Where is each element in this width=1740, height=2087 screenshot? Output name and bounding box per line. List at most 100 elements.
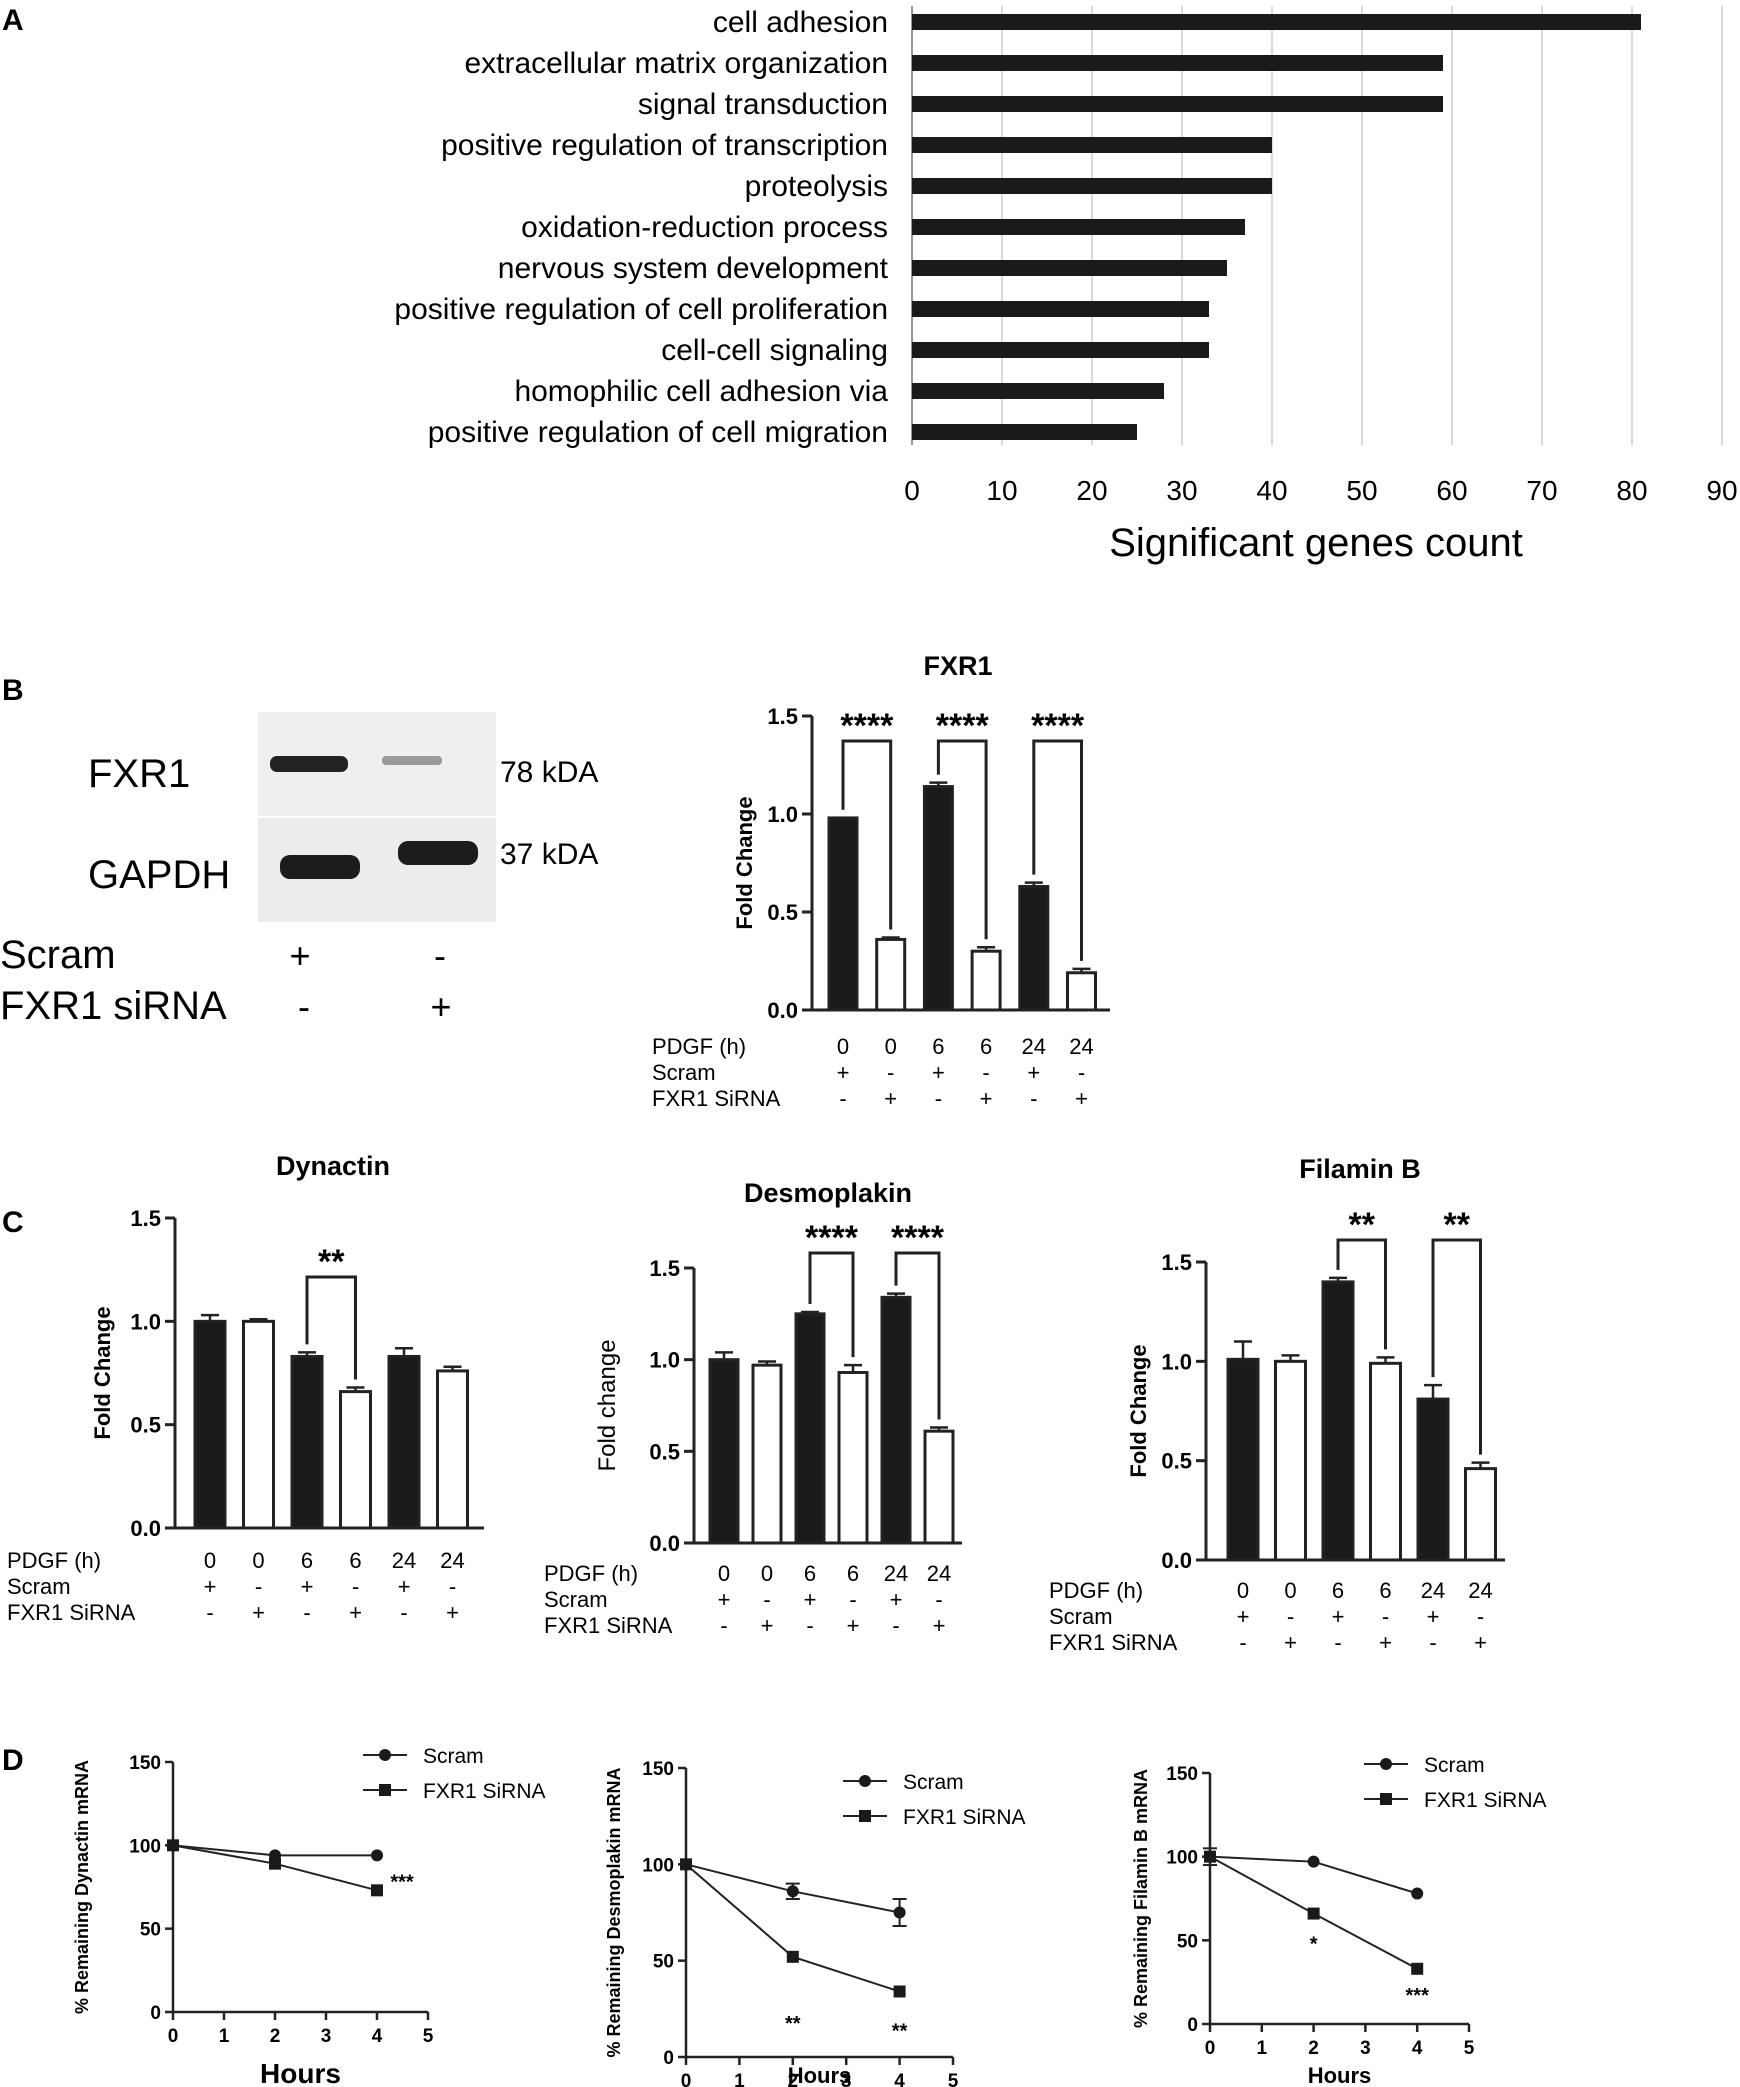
condition-value: + xyxy=(1379,1630,1392,1655)
blot-lane2-sirna: + xyxy=(430,986,451,1027)
y-tick-label: 0 xyxy=(150,2003,161,2024)
condition-value: - xyxy=(1477,1604,1484,1629)
condition-value: 24 xyxy=(1069,1034,1093,1059)
y-tick-label: 1.0 xyxy=(130,1309,161,1334)
y-axis-title: % Remaining Desmoplakin mRNA xyxy=(604,1767,624,2057)
condition-value: 24 xyxy=(1421,1578,1445,1603)
y-axis-title: Fold Change xyxy=(1126,1344,1151,1477)
x-tick-label: 5 xyxy=(1464,2038,1475,2059)
significance-bracket xyxy=(305,1275,357,1380)
bar xyxy=(912,383,1164,399)
x-axis-title: Significant genes count xyxy=(1109,521,1523,565)
y-axis-title: % Remaining Filamin B mRNA xyxy=(1131,1769,1151,2028)
y-tick-label: 0.0 xyxy=(130,1516,161,1541)
condition-value: 6 xyxy=(349,1548,361,1573)
significance-label: *** xyxy=(390,1871,414,1893)
x-axis-title: Hours xyxy=(788,2063,852,2087)
condition-row-label: FXR1 SiRNA xyxy=(7,1600,136,1625)
bar xyxy=(339,1390,372,1530)
bar xyxy=(1321,1280,1355,1562)
data-point xyxy=(1411,1962,1424,1975)
y-tick-label: 0 xyxy=(1187,2015,1198,2036)
condition-value: + xyxy=(884,1086,897,1111)
y-tick-label: 0.0 xyxy=(767,998,798,1023)
condition-value: + xyxy=(1427,1604,1440,1629)
condition-value: 0 xyxy=(1237,1578,1249,1603)
x-tick-label: 20 xyxy=(1076,475,1107,506)
data-point xyxy=(786,1950,799,1963)
y-tick-label: 50 xyxy=(140,1920,161,1941)
condition-value: 24 xyxy=(884,1561,908,1586)
y-axis-title: Fold Change xyxy=(90,1306,115,1439)
panel-label-d: D xyxy=(2,1744,24,1777)
bar xyxy=(970,949,1002,1012)
y-axis-title: Fold Change xyxy=(732,796,757,929)
y-tick-label: 150 xyxy=(129,1753,161,1774)
bar xyxy=(912,14,1641,30)
data-point xyxy=(1411,1887,1424,1900)
condition-value: 6 xyxy=(847,1561,859,1586)
category-label: nervous system development xyxy=(498,252,889,285)
x-tick-label: 3 xyxy=(321,2026,332,2047)
condition-value: 0 xyxy=(1284,1578,1296,1603)
x-tick-label: 40 xyxy=(1256,475,1287,506)
legend-marker xyxy=(859,1810,871,1822)
chart-title: Dynactin xyxy=(276,1151,390,1181)
significance-label: **** xyxy=(891,1219,945,1257)
significance-label: ** xyxy=(1444,1206,1471,1244)
condition-value: 6 xyxy=(980,1034,992,1059)
condition-value: 0 xyxy=(718,1561,730,1586)
bar xyxy=(1464,1467,1497,1562)
condition-value: - xyxy=(1239,1630,1246,1655)
significance-bracket xyxy=(841,739,893,930)
condition-value: - xyxy=(1334,1630,1341,1655)
significance-label: **** xyxy=(805,1219,859,1257)
category-label: extracellular matrix organization xyxy=(464,47,888,80)
x-tick-label: 70 xyxy=(1526,475,1557,506)
category-label: proteolysis xyxy=(745,170,888,203)
significance-label: * xyxy=(1310,1933,1318,1955)
bar xyxy=(1226,1357,1260,1562)
condition-value: 0 xyxy=(885,1034,897,1059)
data-point xyxy=(269,1857,281,1870)
condition-value: + xyxy=(1474,1630,1487,1655)
data-point xyxy=(371,1884,383,1897)
condition-row-label: FXR1 SiRNA xyxy=(1049,1630,1178,1655)
legend-label: Scram xyxy=(423,1745,484,1768)
x-tick-label: 5 xyxy=(423,2026,434,2047)
bar xyxy=(1369,1361,1402,1562)
condition-value: + xyxy=(718,1587,731,1612)
significance-label: ** xyxy=(785,2013,801,2035)
go-term-bar-chart: 0 10 20 30 40 50 60 70 80 90 cell adhesion extracel… xyxy=(394,6,1738,565)
data-point xyxy=(1204,1850,1216,1863)
bar xyxy=(193,1319,227,1530)
bar xyxy=(912,219,1245,235)
condition-value: + xyxy=(980,1086,993,1111)
condition-value: + xyxy=(252,1600,265,1625)
chart-title: Desmoplakin xyxy=(744,1178,912,1208)
legend-marker xyxy=(1380,1758,1392,1770)
data-point xyxy=(1307,1907,1320,1920)
condition-value: + xyxy=(847,1613,860,1638)
bar xyxy=(912,301,1209,317)
condition-value: + xyxy=(932,1060,945,1085)
y-tick-label: 100 xyxy=(642,1855,674,1876)
x-tick-label: 0 xyxy=(681,2071,692,2087)
x-axis-title: Hours xyxy=(260,2058,341,2087)
significance-label: **** xyxy=(1031,707,1085,745)
blot-cond-sirna: FXR1 siRNA xyxy=(0,984,227,1028)
bar xyxy=(794,1312,826,1545)
data-point xyxy=(786,1885,799,1898)
condition-value: 6 xyxy=(301,1548,313,1573)
category-label: positive regulation of transcription xyxy=(441,129,888,162)
western-blot: FXR1 GAPDH 78 kDA 37 kDA Scram FXR1 siRN… xyxy=(0,712,598,1028)
condition-value: 0 xyxy=(252,1548,264,1573)
condition-value: 24 xyxy=(1022,1034,1046,1059)
x-tick-label: 50 xyxy=(1346,475,1377,506)
condition-row-label: Scram xyxy=(7,1574,71,1599)
condition-row-label: PDGF (h) xyxy=(652,1034,746,1059)
filamin-b-decay-chart: 0 50 100 150 0 1 2 3 4 5 Hours % Remaining Filamin … xyxy=(1131,1754,1547,2087)
condition-value: 6 xyxy=(932,1034,944,1059)
bar xyxy=(1018,885,1050,1012)
condition-value: - xyxy=(400,1600,407,1625)
